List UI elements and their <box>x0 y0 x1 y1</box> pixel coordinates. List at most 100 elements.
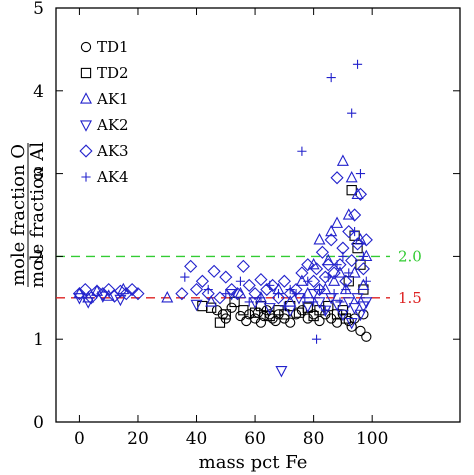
x-axis-title: mass pct Fe <box>199 452 308 473</box>
data-point <box>255 317 267 328</box>
data-point <box>285 317 296 328</box>
data-point <box>189 282 204 297</box>
data-point <box>78 282 92 297</box>
data-point <box>275 366 288 378</box>
data-point <box>249 297 262 309</box>
data-point <box>180 272 190 282</box>
data-point <box>265 280 275 290</box>
data-point <box>225 282 239 297</box>
y-tick-label: 1 <box>33 330 44 350</box>
data-point <box>345 253 359 268</box>
data-point <box>350 237 365 251</box>
data-point <box>356 262 370 276</box>
data-point <box>263 303 276 315</box>
data-point <box>203 284 213 295</box>
data-point <box>214 317 226 328</box>
data-point <box>256 293 266 303</box>
axis-ticks: 0 20 40 60 80 100 0 1 2 3 4 5 <box>33 0 460 449</box>
data-point <box>161 291 174 303</box>
legend-marker <box>81 172 91 182</box>
reference-line-label: 1.5 <box>398 289 422 307</box>
data-point <box>311 334 322 344</box>
data-point <box>313 233 326 245</box>
data-point <box>206 302 217 313</box>
data-point <box>348 303 361 315</box>
data-point <box>271 291 286 305</box>
data-point <box>312 282 327 297</box>
data-point <box>84 291 98 305</box>
legend-marker <box>79 120 93 132</box>
x-tick-label: 0 <box>74 429 85 449</box>
legend-marker <box>80 67 92 79</box>
y-axis-title-numerator: mole fraction O <box>8 144 29 286</box>
data-point <box>213 291 227 305</box>
legend-label: AK3 <box>96 142 129 160</box>
data-point <box>313 297 326 309</box>
data-point <box>347 108 357 118</box>
data-point <box>220 309 231 320</box>
data-point <box>301 301 314 313</box>
data-point <box>248 287 262 301</box>
data-point <box>341 284 351 295</box>
legend-marker <box>79 144 93 158</box>
legend-label: AK2 <box>96 116 129 134</box>
data-point <box>201 287 215 301</box>
y-tick-label: 0 <box>33 413 44 433</box>
data-point <box>322 253 335 266</box>
y-tick-label: 2 <box>33 247 44 267</box>
data-point <box>266 278 280 292</box>
data-point <box>307 274 321 288</box>
data-point <box>190 299 203 312</box>
data-point <box>354 309 367 322</box>
data-point <box>359 233 373 247</box>
series-ak2 <box>73 289 373 378</box>
data-point <box>226 302 237 313</box>
x-tick-label: 60 <box>244 429 266 449</box>
data-point <box>309 262 324 276</box>
legend-label: AK4 <box>96 168 129 186</box>
data-point <box>351 293 364 305</box>
data-point <box>352 59 363 69</box>
data-point <box>285 284 295 295</box>
data-point <box>328 274 341 286</box>
data-point <box>321 258 335 272</box>
data-point <box>318 270 332 284</box>
data-point <box>114 294 127 307</box>
data-point <box>175 287 189 301</box>
y-tick-label: 3 <box>33 165 44 185</box>
data-point <box>324 233 338 247</box>
data-point <box>326 72 336 83</box>
data-point <box>207 264 221 278</box>
data-point <box>244 297 254 307</box>
data-point <box>119 287 133 301</box>
data-point <box>332 260 342 270</box>
data-point <box>308 310 319 322</box>
data-point <box>342 224 356 239</box>
data-markers <box>72 59 373 378</box>
data-point <box>264 310 275 322</box>
data-point <box>300 293 310 303</box>
data-point <box>348 266 361 278</box>
y-axis-title: mole fraction O mole fraction Al <box>8 142 48 288</box>
data-point <box>333 258 347 272</box>
y-tick-label: 5 <box>33 0 44 19</box>
data-point <box>96 287 110 301</box>
data-point <box>297 146 307 156</box>
data-point <box>330 171 344 185</box>
data-point <box>327 266 341 280</box>
data-point <box>72 287 86 301</box>
data-point <box>277 274 291 288</box>
data-point <box>291 289 301 299</box>
data-point <box>350 226 360 237</box>
legend-marker <box>79 92 93 104</box>
legend-label: TD2 <box>97 64 129 82</box>
y-tick-label: 4 <box>33 82 44 102</box>
data-point <box>219 270 233 284</box>
data-point <box>303 276 313 286</box>
series-ak4 <box>180 59 371 344</box>
data-point <box>254 273 268 287</box>
data-point <box>361 276 371 286</box>
data-point <box>343 315 354 327</box>
data-point <box>342 208 355 220</box>
